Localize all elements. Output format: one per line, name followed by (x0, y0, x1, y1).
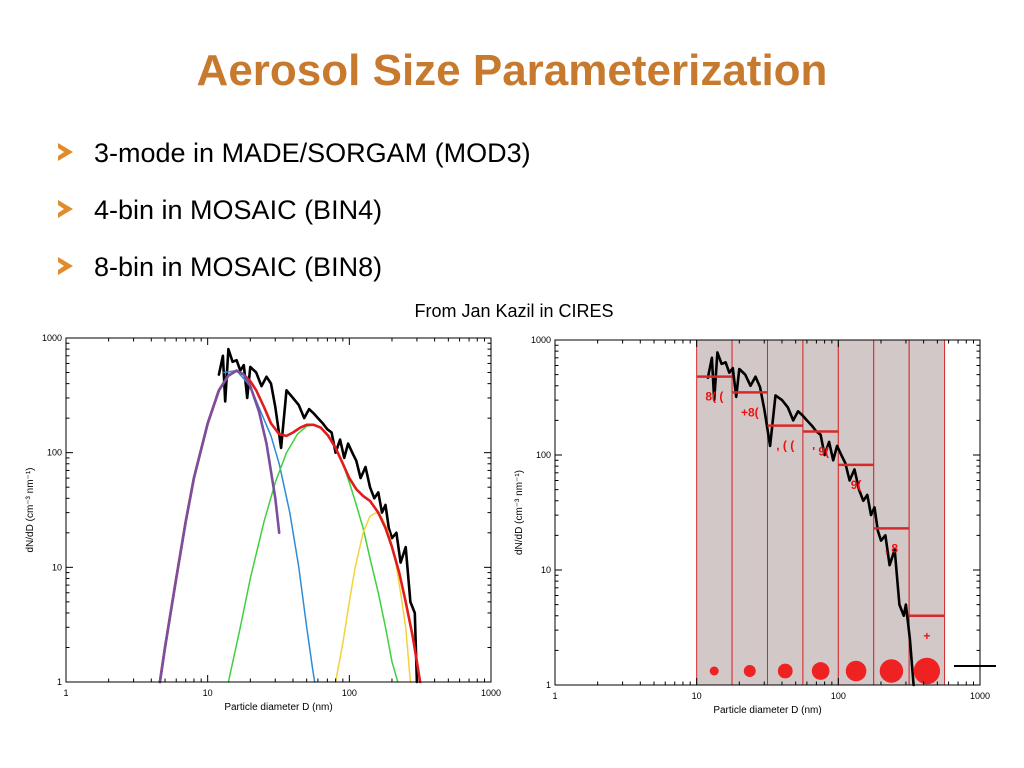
bin-size-marker (777, 663, 793, 679)
bullet-item: 3-mode in MADE/SORGAM (MOD3) (58, 133, 531, 190)
bin-size-marker (811, 662, 830, 680)
bin-label: , 8 (885, 541, 899, 555)
bullet-text: 8-bin in MOSAIC (BIN8) (94, 252, 383, 282)
arrow-bullet-icon (58, 143, 73, 161)
source-credit: From Jan Kazil in CIRES (414, 301, 614, 321)
bullet-list: 3-mode in MADE/SORGAM (MOD3) 4-bin in MO… (58, 133, 531, 304)
bin-label: +8( (741, 405, 759, 419)
arrow-bullet-icon (58, 257, 73, 275)
y-tick-label: 1 (57, 677, 62, 687)
mode2-curve (223, 369, 316, 683)
plot-frame (554, 339, 981, 686)
y-axis-label: dN/dD (cm⁻³ nm⁻¹) (25, 468, 36, 553)
bin-column (908, 339, 946, 686)
arrow-bullet-icon (58, 200, 73, 218)
bin-size-marker (913, 657, 941, 685)
bullet-text: 3-mode in MADE/SORGAM (MOD3) (94, 138, 531, 168)
bin-size-marker (709, 666, 719, 676)
slide-title: Aerosol Size Parameterization (196, 46, 828, 95)
x-tick-label: 1 (552, 691, 557, 701)
x-tick-label: 1000 (970, 691, 990, 701)
plot-frame (65, 337, 492, 683)
bullet-text: 4-bin in MOSAIC (BIN4) (94, 195, 383, 225)
y-tick-label: 100 (47, 448, 62, 458)
bin-size-marker (879, 659, 904, 683)
mode3-curve (227, 424, 399, 683)
mode_sum-curve (158, 369, 422, 684)
bin-label: 8( ( (705, 390, 723, 404)
bullet-item: 8-bin in MOSAIC (BIN8) (58, 247, 531, 304)
y-axis-label: dN/dD (cm⁻³ nm⁻¹) (514, 470, 525, 555)
y-tick-label: 1000 (531, 335, 551, 345)
bin-column (802, 339, 839, 686)
y-tick-label: 1 (546, 680, 551, 690)
bin-column (837, 339, 875, 686)
mode4-curve (334, 511, 412, 683)
x-axis-label: Particle diameter D (nm) (713, 705, 821, 716)
mode-distribution-chart: 11 10 10 100 100 1000 1000 Particle diameter D … (25, 333, 501, 713)
x-axis-label: Particle diameter D (nm) (224, 702, 332, 713)
bin-label: + (923, 629, 930, 643)
y-tick-label: 1000 (42, 333, 62, 343)
mode1-curve (158, 369, 281, 684)
x-tick-label: 1 (63, 688, 68, 698)
y-tick-label: 10 (52, 562, 62, 572)
bin-size-marker (845, 660, 867, 682)
bin-label: 9( (851, 478, 862, 492)
bin-column (873, 339, 910, 686)
bin-distribution-chart: 8( ( +8( , ( ( ' 9( 9( , 8 +11 10 10 100 100 1000 10… (514, 335, 996, 716)
x-tick-label: 1000 (481, 688, 501, 698)
x-tick-label: 10 (692, 691, 702, 701)
x-tick-label: 100 (831, 691, 846, 701)
bin-label: , ( ( (776, 439, 794, 453)
x-tick-label: 100 (342, 688, 357, 698)
bin-label: ' 9( (812, 445, 829, 459)
bin-column (766, 339, 804, 686)
y-tick-label: 100 (536, 450, 551, 460)
y-tick-label: 10 (541, 565, 551, 575)
bullet-item: 4-bin in MOSAIC (BIN4) (58, 190, 531, 247)
x-tick-label: 10 (203, 688, 213, 698)
bin-size-marker (743, 665, 756, 677)
observed-curve (217, 347, 419, 684)
